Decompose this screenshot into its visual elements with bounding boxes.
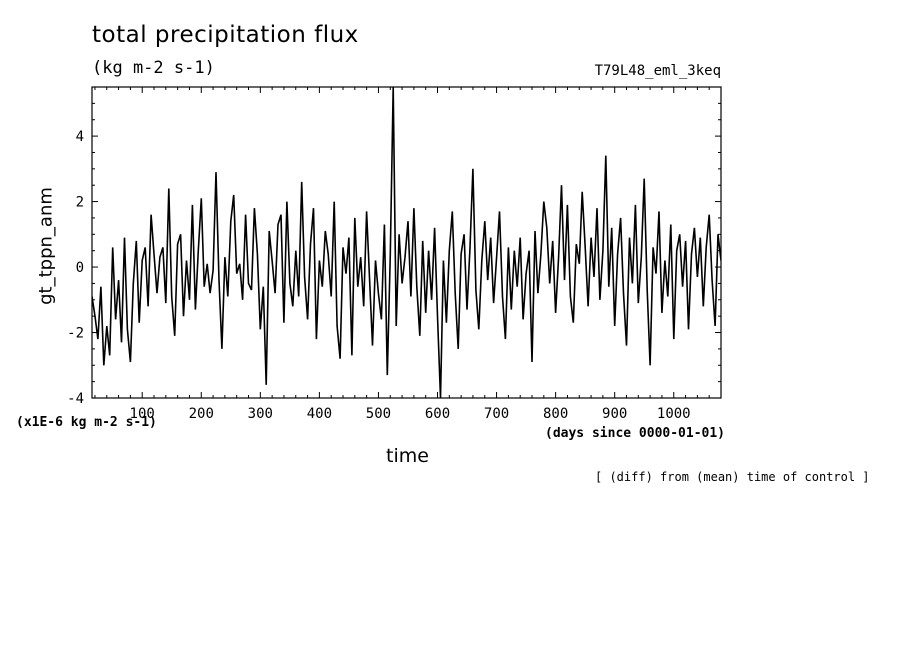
x-axis-label: time [386,445,429,467]
chart-units: (kg m-2 s-1) [92,58,215,78]
x-tick-label: 600 [425,406,450,422]
x-tick-label: 400 [307,406,332,422]
x-tick-label: 700 [484,406,509,422]
y-tick-label: -4 [67,391,84,407]
x-units-label: (days since 0000-01-01) [545,426,726,441]
x-tick-label: 200 [189,406,214,422]
y-tick-label: -2 [67,326,84,342]
series-line-gt_tppn_anm [92,87,721,398]
comparison-note: [ (diff) from (mean) time of control ] [595,470,870,484]
x-tick-label: 1000 [657,406,691,422]
y-tick-label: 4 [76,129,84,145]
y-scale-label: (x1E-6 kg m-2 s-1) [16,415,157,430]
y-tick-label: 2 [76,195,84,211]
x-tick-label: 300 [248,406,273,422]
y-tick-label: 0 [76,260,84,276]
x-tick-label: 100 [130,406,155,422]
chart-title: total precipitation flux [92,22,359,48]
x-tick-label: 800 [543,406,568,422]
run-label: T79L48_eml_3keq [594,63,721,79]
x-tick-label: 500 [366,406,391,422]
plot-frame [91,86,722,399]
x-tick-label: 900 [602,406,627,422]
